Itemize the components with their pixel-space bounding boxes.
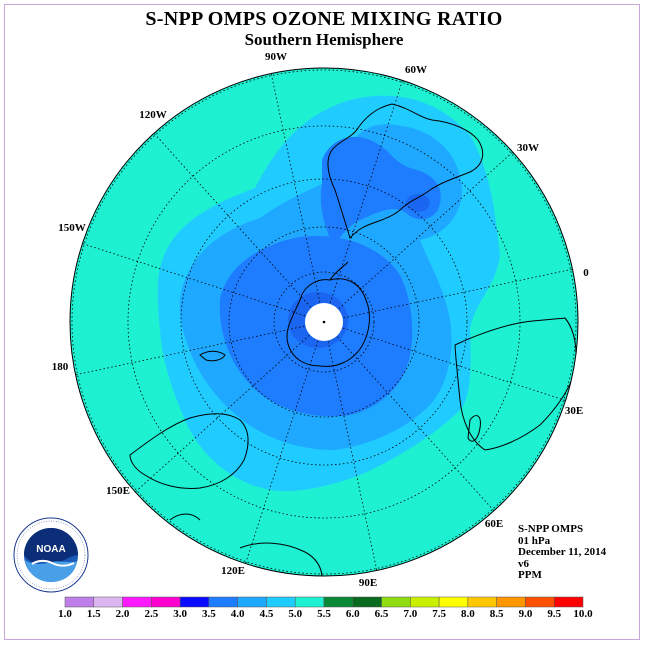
colorbar-cell [381,596,411,608]
longitude-label: 60E [485,518,503,530]
colorbar-tick-label: 5.0 [288,608,302,620]
longitude-label: 150W [58,222,86,234]
latitude-circles [71,69,577,575]
south-pole-marker [322,320,326,324]
colorbar-tick-label: 4.0 [231,608,245,620]
longitude-label: 60W [405,64,427,76]
colorbar-tick-label: 2.5 [144,608,158,620]
colorbar-cell [64,596,95,608]
colorbar-cell [294,596,325,608]
colorbar-tick-label: 7.5 [432,608,446,620]
longitude-label: 0 [583,267,589,279]
colorbar-tick-label: 10.0 [573,608,593,620]
colorbar-cell [467,596,497,608]
longitude-label: 150E [106,485,130,497]
colorbar-tick-label: 6.5 [375,608,389,620]
colorbar-tick-label: 5.5 [317,608,331,620]
info-version: v6 [518,557,529,570]
colorbar-tick-label: 8.0 [461,608,475,620]
colorbar-tick-label: 1.0 [58,608,72,620]
colorbar-tick-label: 9.5 [547,608,561,620]
logo-text: NOAA [36,544,65,555]
ozone-level-3-5-tongue [320,136,441,246]
noaa-logo: NOAA [13,517,89,593]
map-border [69,67,579,577]
colorbar-cell [352,596,382,608]
figure-frame [4,4,640,640]
colorbar-tick-label: 3.5 [202,608,216,620]
longitude-label: 90W [265,51,287,63]
colorbar-cell [525,596,555,608]
colorbar-tick-labels: 1.0 1.5 2.0 2.5 3.0 3.5 4.0 4.5 5.0 5.5 6.0 6.5 7.0 7… [58,608,593,620]
info-units: PPM [518,569,542,582]
info-level: 01 hPa [518,534,551,547]
longitude-label: 30E [565,405,583,417]
colorbar-tick-label: 8.5 [490,608,504,620]
info-instrument: S-NPP OMPS [518,523,584,535]
info-block: S-NPP OMPS 01 hPa December 11, 2014 v6 P… [518,523,607,582]
map-subtitle: Southern Hemisphere [244,30,404,49]
longitude-label: 180 [52,361,69,373]
map-title: S-NPP OMPS OZONE MIXING RATIO [145,8,503,30]
colorbar-cell [266,596,296,608]
colorbar-cell [208,596,238,608]
longitude-label: 90E [359,577,377,589]
colorbar-cell [122,596,152,608]
longitude-label: 30W [517,142,539,154]
info-date: December 11, 2014 [518,546,607,559]
colorbar-cell [410,596,440,608]
colorbar-cell [179,596,210,608]
ozone-local-max [406,194,430,212]
colorbar-cell [496,596,526,608]
colorbar-cell [438,596,469,608]
colorbar-cell [323,596,354,608]
colorbar-cell [93,596,123,608]
colorbar-tick-label: 7.0 [403,608,417,620]
colorbar-cell [553,596,584,608]
colorbar-tick-label: 2.0 [116,608,130,620]
colorbar-tick-label: 6.0 [346,608,360,620]
colorbar-tick-label: 1.5 [87,608,101,620]
colorbar-cells [64,596,584,608]
colorbar-tick-label: 4.5 [260,608,274,620]
colorbar-tick-label: 9.0 [519,608,533,620]
longitude-labels: 90W 60W 30W 0 30E 60E 90E 120E 150E 180 150W 120W [52,51,590,589]
longitude-label: 120E [221,565,245,577]
colorbar-cell [237,596,267,608]
longitude-label: 120W [139,109,167,121]
colorbar-cell [151,596,181,608]
colorbar-tick-label: 3.0 [173,608,187,620]
